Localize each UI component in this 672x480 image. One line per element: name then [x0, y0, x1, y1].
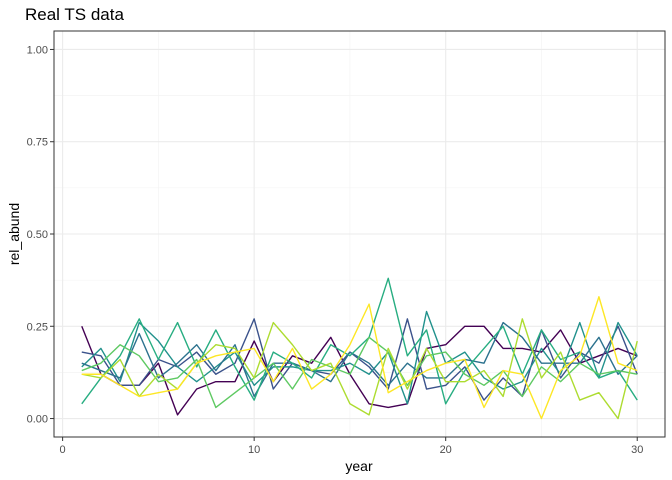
y-axis-title: rel_abund: [6, 203, 22, 265]
x-axis-ticks: 0 10 20 30: [60, 437, 643, 456]
y-tick-label: 1.00: [27, 44, 48, 56]
series-line-5: [81, 277, 638, 405]
series-line-3: [81, 310, 638, 405]
series-line-4: [81, 321, 638, 398]
y-tick-label: 0.25: [27, 321, 48, 333]
chart-title: Real TS data: [25, 5, 124, 24]
series-lines: [81, 277, 638, 420]
x-tick-label: 10: [248, 444, 260, 456]
x-tick-label: 20: [440, 444, 452, 456]
x-tick-label: 0: [60, 444, 66, 456]
y-tick-label: 0.50: [27, 229, 48, 241]
series-line-1: [81, 325, 638, 416]
y-tick-label: 0.75: [27, 137, 48, 149]
y-axis-ticks: 0.00 0.25 0.50 0.75 1.00: [27, 44, 54, 426]
y-tick-label: 0.00: [27, 414, 48, 426]
series-line-6: [81, 336, 638, 409]
major-gridlines: [54, 31, 665, 437]
series-line-7: [81, 318, 638, 420]
x-tick-label: 30: [631, 444, 643, 456]
x-axis-title: year: [345, 458, 373, 474]
series-line-8: [81, 296, 638, 420]
